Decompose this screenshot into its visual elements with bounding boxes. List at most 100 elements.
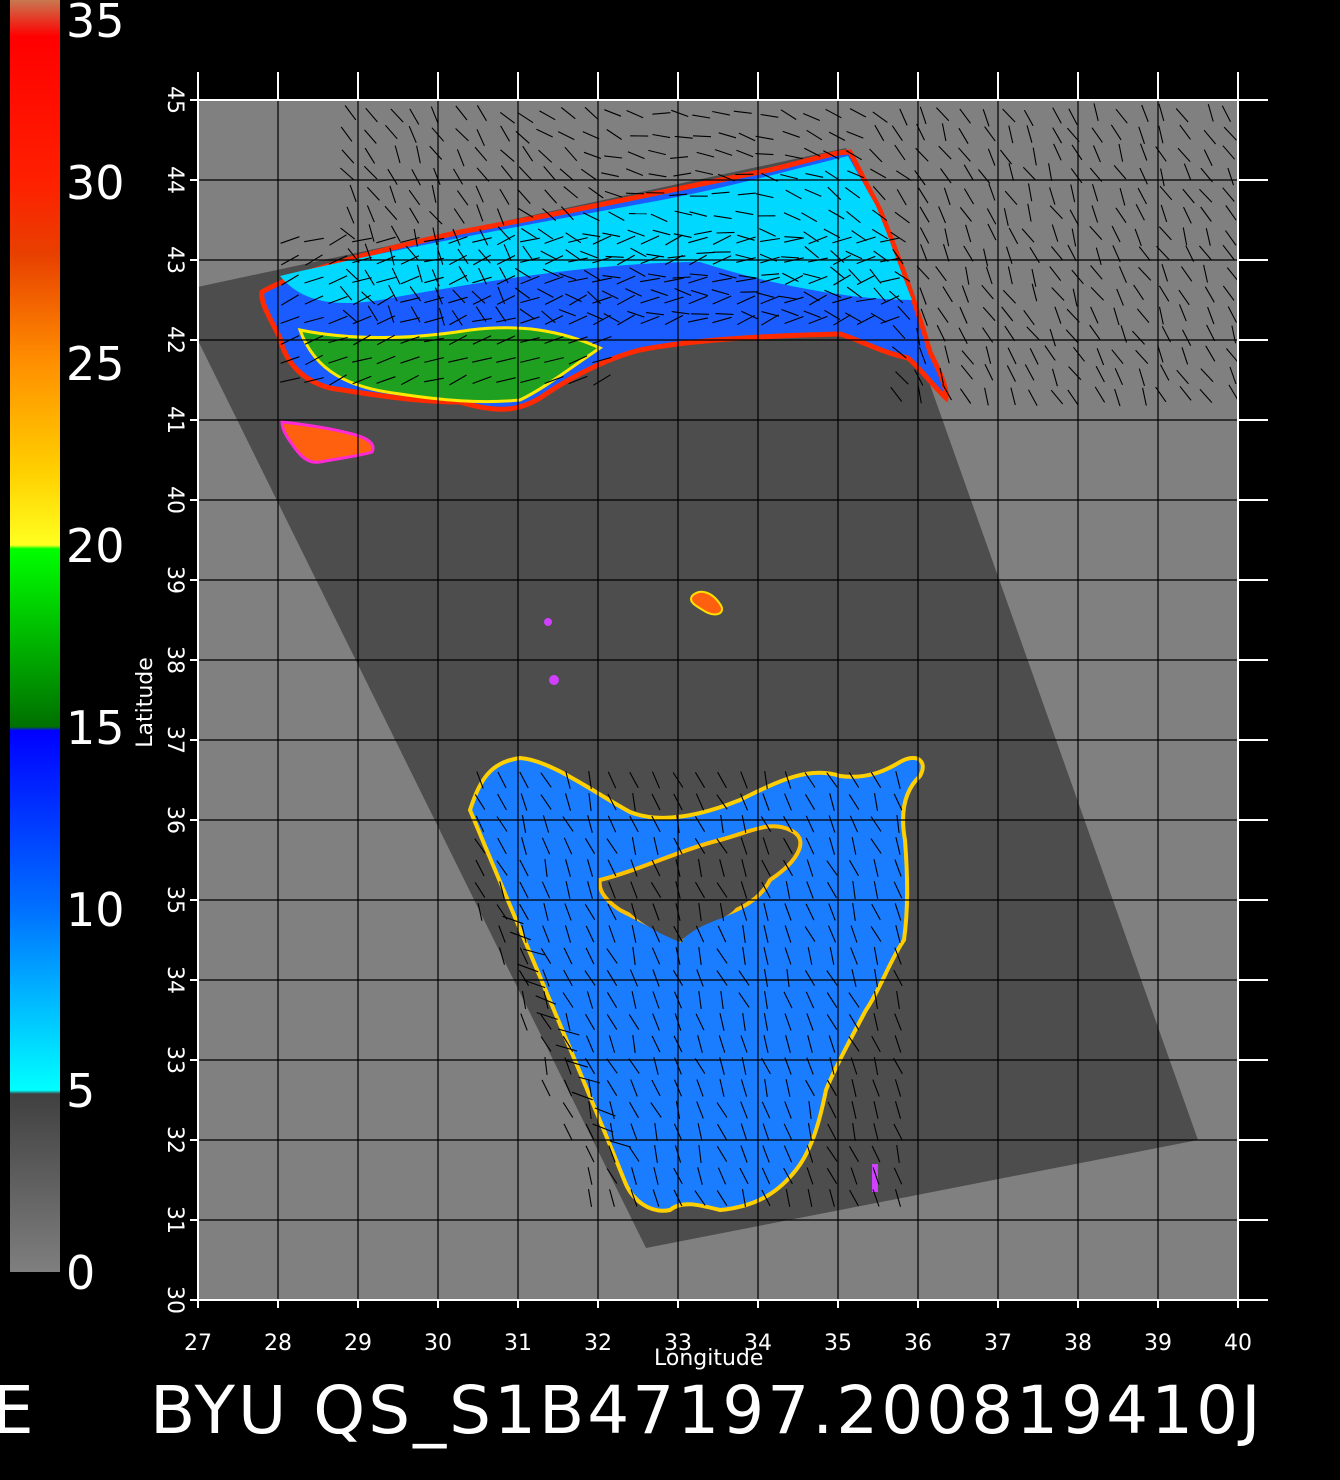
wind-barb [740, 1145, 748, 1163]
wind-barb [517, 189, 531, 204]
wind-barb [830, 266, 845, 279]
wind-barb [390, 225, 401, 242]
plot-frame [197, 99, 1239, 1301]
wind-barb [807, 1123, 813, 1141]
wind-barb [806, 129, 823, 141]
wind-barb [1113, 165, 1127, 180]
wind-barb [1185, 245, 1195, 263]
wind-barb [496, 377, 516, 383]
wind-barb [1023, 309, 1035, 326]
wind-barb [631, 1167, 637, 1185]
wind-barb [429, 145, 443, 160]
wind-barb [944, 228, 950, 247]
wind-barb [518, 970, 530, 986]
wind-barb [761, 859, 771, 877]
wind-barb [608, 1145, 616, 1163]
wind-barb [872, 1079, 880, 1097]
wind-barb [478, 249, 491, 264]
wind-barb [870, 312, 887, 323]
wind-barb [400, 374, 420, 386]
wind-barb [542, 925, 550, 943]
wind-barb [698, 947, 702, 965]
wind-barb [692, 114, 711, 119]
wind-barb [873, 287, 887, 302]
wind-barb [1116, 288, 1124, 306]
wind-barb [1155, 386, 1167, 403]
wind-barb [517, 207, 534, 218]
wind-barb [1050, 389, 1064, 405]
wind-barb [632, 947, 636, 965]
wind-barb [805, 903, 815, 921]
wind-barb [870, 838, 882, 854]
wind-barb [604, 190, 623, 198]
wind-barb [740, 1035, 748, 1053]
wind-barb [1008, 125, 1014, 144]
wind-barb [1065, 329, 1079, 344]
y-tick-labels: 30 31 32 33 34 35 36 37 38 39 40 41 42 43 44 45 [162, 86, 187, 1314]
wind-barb [1205, 345, 1216, 362]
wind-barb [280, 356, 300, 364]
wind-barb [519, 881, 529, 899]
y-tick-label: 35 [162, 886, 187, 914]
wind-barb [586, 991, 594, 1009]
wind-barb [1114, 388, 1121, 407]
isle-marker-3 [549, 675, 559, 685]
colorbar-label: 30 [66, 155, 125, 210]
wind-barb [652, 112, 671, 115]
wind-barb [654, 1123, 658, 1141]
wind-barb [607, 859, 617, 877]
wind-barb [592, 235, 612, 245]
wind-barb [1199, 388, 1213, 403]
wind-barb [555, 1044, 578, 1052]
wind-barb [559, 273, 577, 281]
wind-barb [280, 236, 300, 244]
wind-barb [917, 385, 922, 404]
wind-barb [942, 244, 950, 262]
wind-barb [651, 771, 661, 789]
wind-barb [894, 1013, 902, 1031]
wind-barb [648, 173, 667, 178]
wind-barb [735, 210, 754, 216]
wind-barb [328, 315, 348, 325]
wind-barb [304, 377, 324, 383]
wind-barb [474, 146, 488, 162]
wind-barb [1022, 166, 1037, 181]
wind-barb [410, 306, 421, 323]
wind-barb [607, 815, 617, 833]
wind-barb [851, 837, 857, 855]
wind-barb [1180, 266, 1193, 282]
wind-barb [695, 1013, 705, 1031]
wind-barb [1052, 127, 1063, 144]
wind-barb [400, 356, 420, 364]
wind-barb [807, 1035, 813, 1053]
wind-barb [780, 109, 797, 120]
wind-barb [563, 969, 573, 987]
wind-barb [827, 1079, 837, 1097]
wind-barb [585, 1013, 595, 1031]
map-grid [198, 100, 1238, 1300]
wind-barb [651, 1079, 661, 1097]
wind-barb [914, 369, 924, 386]
wind-barb [826, 992, 838, 1008]
wind-barb [918, 347, 927, 365]
wind-barb [717, 925, 727, 943]
wind-barb [448, 357, 468, 363]
wind-barb [697, 1035, 703, 1053]
wind-barb [891, 125, 903, 142]
y-tick-label: 34 [162, 966, 187, 994]
wind-barb [586, 312, 604, 321]
wind-barb [785, 1035, 791, 1053]
wind-barb [691, 313, 710, 315]
wind-barb [803, 310, 821, 319]
wind-barb [804, 147, 821, 157]
wind-barb [510, 931, 532, 941]
wind-barb [648, 273, 666, 278]
wind-barb [961, 350, 975, 365]
wind-barb [452, 228, 461, 246]
y-tick-label: 37 [162, 726, 187, 754]
wind-barb [785, 189, 802, 200]
wind-barb [804, 970, 816, 986]
wind-barb [578, 1076, 601, 1084]
wind-barb [672, 276, 691, 279]
wind-barb [625, 288, 642, 297]
